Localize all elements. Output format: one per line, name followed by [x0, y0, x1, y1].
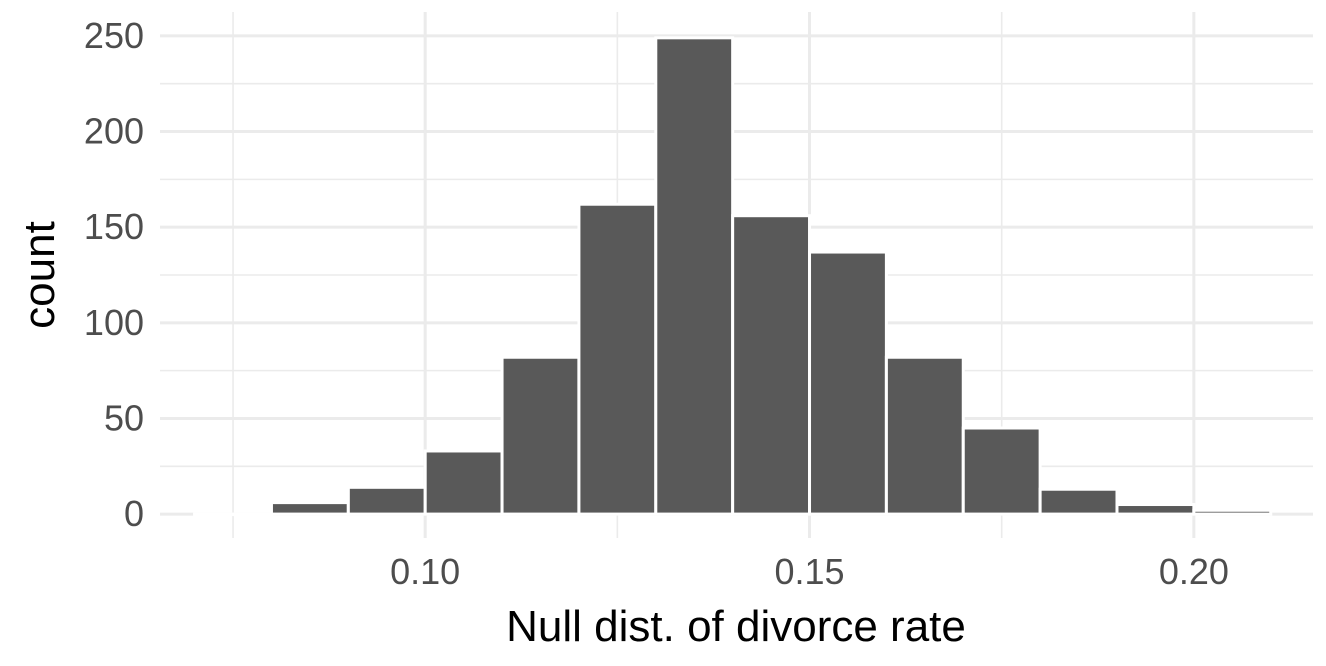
y-tick-label: 150	[84, 206, 144, 247]
y-tick-label: 100	[84, 302, 144, 343]
histogram-bar	[500, 355, 581, 516]
histogram-bar	[577, 202, 658, 516]
histogram-bar	[731, 214, 812, 516]
major-gridlines	[160, 12, 1313, 538]
x-tick-label: 0.20	[1159, 551, 1229, 592]
histogram-bar	[1115, 503, 1196, 516]
histogram-bar	[1192, 508, 1273, 516]
y-axis-tick-labels: 0 50 100 150 200 250	[84, 15, 144, 534]
y-tick-label: 250	[84, 15, 144, 56]
y-tick-label: 200	[84, 111, 144, 152]
x-axis-tick-labels: 0.10 0.15 0.20	[390, 551, 1229, 592]
y-tick-label: 0	[124, 493, 144, 534]
x-tick-label: 0.10	[390, 551, 460, 592]
x-axis-title: Null dist. of divorce rate	[506, 602, 966, 651]
histogram-bar	[423, 449, 504, 516]
y-axis-title: count	[15, 221, 64, 329]
histogram-bar	[1038, 487, 1119, 516]
histogram-bar	[346, 485, 427, 516]
histogram-bar	[654, 36, 735, 516]
histogram-bar	[884, 355, 965, 516]
histogram-bar	[961, 426, 1042, 516]
histogram-bar	[269, 501, 350, 516]
y-tick-label: 50	[104, 397, 144, 438]
x-tick-label: 0.15	[774, 551, 844, 592]
histogram-bar	[193, 512, 273, 517]
histogram-bars	[193, 36, 1273, 517]
histogram-bar	[808, 250, 888, 516]
